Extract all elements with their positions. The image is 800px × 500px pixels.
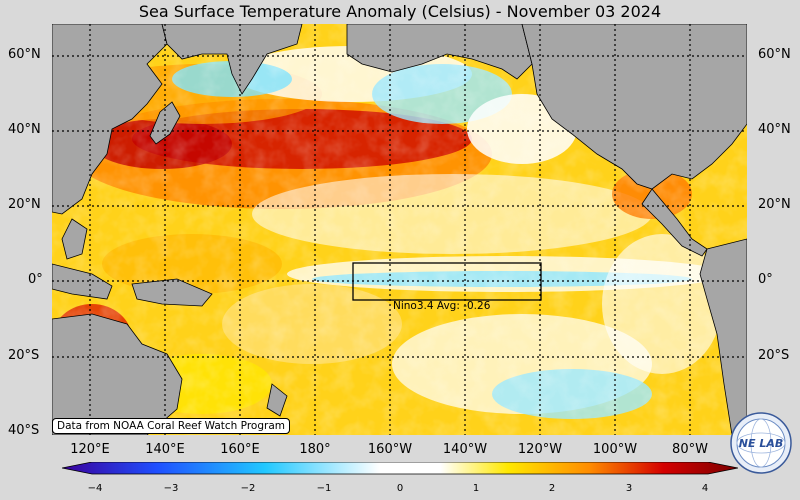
colorbar-tick: −3 xyxy=(163,483,179,494)
data-credit: Data from NOAA Coral Reef Watch Program xyxy=(52,418,290,434)
nino34-average-label: Nino3.4 Avg: -0.26 xyxy=(393,300,491,312)
colorbar-tick: 4 xyxy=(701,483,709,494)
lat-label-right: 40°N xyxy=(758,122,791,137)
nelab-logo: NE LAB xyxy=(730,412,792,474)
colorbar-tick: −2 xyxy=(240,483,256,494)
lon-label: 120°E xyxy=(70,442,110,457)
colorbar-tick: −4 xyxy=(87,483,103,494)
lon-label: 160°W xyxy=(367,442,413,457)
colorbar-tick: 3 xyxy=(625,483,633,494)
lon-label: 140°W xyxy=(442,442,488,457)
colorbar-tick: 1 xyxy=(472,483,480,494)
lon-label: 180° xyxy=(299,442,331,457)
colorbar xyxy=(62,462,738,475)
lat-label-right: 0° xyxy=(758,272,773,287)
lon-label: 80°W xyxy=(672,442,708,457)
colorbar-tick: −1 xyxy=(316,483,332,494)
map-title: Sea Surface Temperature Anomaly (Celsius… xyxy=(138,2,662,21)
svg-text:NE LAB: NE LAB xyxy=(739,437,783,450)
graticule xyxy=(52,24,747,435)
lon-label: 160°E xyxy=(220,442,260,457)
lat-label-right: 60°N xyxy=(758,47,791,62)
sst-anomaly-map xyxy=(52,24,747,435)
colorbar-tick: 2 xyxy=(548,483,556,494)
lon-label: 120°W xyxy=(517,442,563,457)
lat-label-left: 20°S xyxy=(8,348,40,363)
lat-label-left: 20°N xyxy=(8,197,41,212)
lat-label-left: 60°N xyxy=(8,47,41,62)
lat-label-left: 40°N xyxy=(8,122,41,137)
land-masses xyxy=(52,24,747,435)
lat-label-right: 20°S xyxy=(758,348,790,363)
nino34-box xyxy=(352,262,542,301)
lon-label: 140°E xyxy=(145,442,185,457)
colorbar-tick: 0 xyxy=(396,483,404,494)
lat-label-left: 40°S xyxy=(8,423,40,438)
lat-label-left: 0° xyxy=(28,272,43,287)
lat-label-right: 20°N xyxy=(758,197,791,212)
lon-label: 100°W xyxy=(592,442,638,457)
